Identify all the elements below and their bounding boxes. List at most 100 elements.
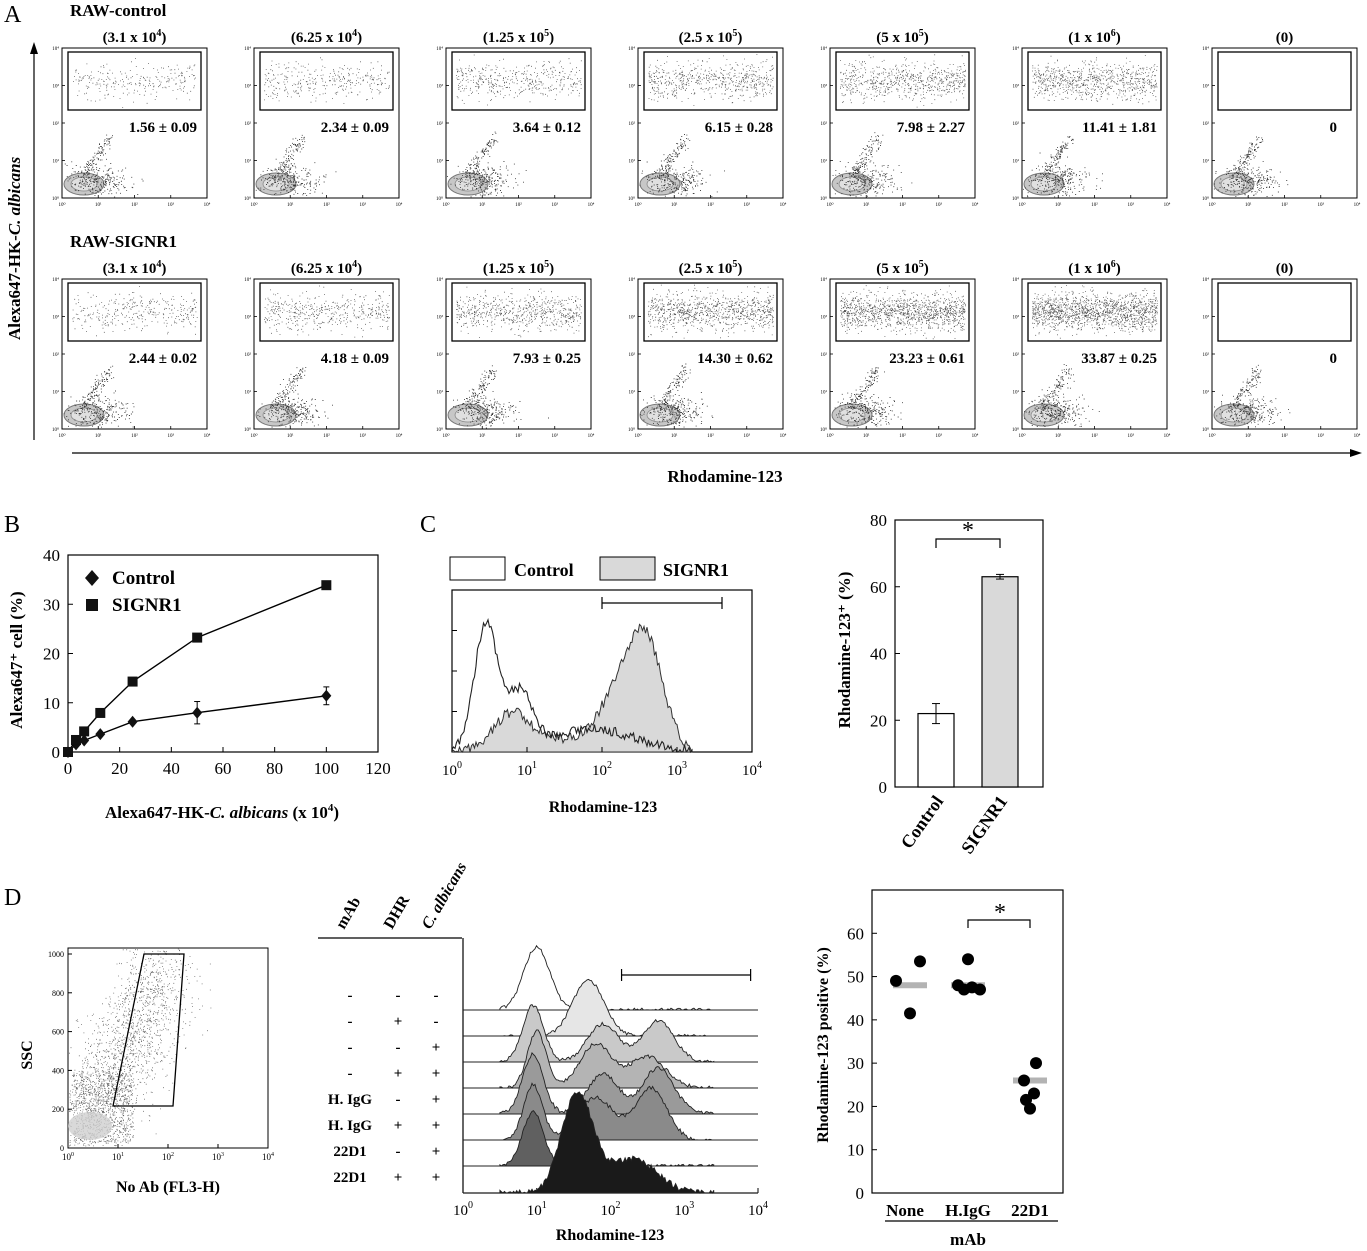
x-tick-label: 10²	[323, 433, 330, 439]
x-tick-label: 10²	[1281, 202, 1288, 208]
y-tick-label: 10⁰	[436, 196, 443, 202]
y-tick-label: 10³	[821, 84, 828, 90]
d-scatter-category-label: None	[886, 1201, 924, 1220]
dose-label: (6.25 x 104)	[291, 28, 362, 46]
gate-events	[648, 54, 774, 106]
d-dot-y-tick-label: 800	[52, 989, 64, 998]
d-table-cell: +	[432, 1118, 441, 1134]
x-tick-label: 10²	[131, 433, 138, 439]
c-bar-y-tick-label: 60	[870, 578, 887, 597]
x-tick-label: 10²	[1091, 433, 1098, 439]
y-tick-label: 10⁰	[52, 427, 59, 433]
d-table-cell: +	[394, 1066, 403, 1082]
gate-percentage: 4.18 ± 0.09	[321, 351, 389, 367]
population-dots	[64, 134, 144, 198]
y-tick-label: 10²	[821, 352, 828, 358]
y-tick-label: 10¹	[1203, 159, 1210, 165]
c-bar-y-label: Rhodamine-123⁺ (%)	[835, 572, 854, 729]
gate-percentage: 11.41 ± 1.81	[1082, 120, 1157, 136]
c-significance-bracket	[935, 538, 1001, 548]
y-tick-label: 10³	[1013, 84, 1020, 90]
c-hist-x-tick-label: 103	[667, 760, 687, 779]
gate-percentage: 23.23 ± 0.61	[889, 351, 965, 367]
d-scatter-y-tick-label: 40	[847, 1011, 864, 1030]
y-tick-label: 10⁴	[244, 277, 251, 283]
d-significance-star: *	[994, 900, 1006, 926]
gate-box	[1217, 51, 1352, 111]
gate-box	[835, 282, 970, 342]
x-tick-label: 10³	[1128, 202, 1135, 208]
y-tick-label: 10¹	[629, 390, 636, 396]
y-tick-label: 10³	[53, 315, 60, 321]
gate-percentage: 0	[1330, 120, 1338, 136]
d-dot-y-tick-label: 600	[52, 1028, 64, 1037]
x-tick-label: 10⁰	[250, 202, 257, 208]
d-dot-dense-region	[68, 1112, 112, 1140]
x-tick-label: 10⁰	[634, 202, 641, 208]
gate-percentage: 7.93 ± 0.25	[513, 351, 581, 367]
d-table-cell: -	[348, 1066, 353, 1082]
d-dot-y-tick-label: 400	[52, 1066, 64, 1075]
population-contour-inner	[838, 176, 866, 192]
x-tick-label: 10⁴	[588, 433, 595, 439]
gate-percentage: 1.56 ± 0.09	[129, 120, 197, 136]
panel-c-letter: C	[420, 512, 436, 538]
population-dots	[834, 367, 903, 429]
x-tick-label: 10⁴	[1164, 202, 1171, 208]
b-point-signr1	[95, 707, 106, 718]
x-tick-label: 10⁰	[1208, 202, 1215, 208]
y-tick-label: 10⁴	[1202, 277, 1209, 283]
x-tick-label: 10²	[707, 433, 714, 439]
d-table-cell: +	[394, 1170, 403, 1186]
d-hist-x-tick-label: 103	[674, 1200, 694, 1219]
gate-percentage: 2.34 ± 0.09	[321, 120, 389, 136]
b-point-signr1	[79, 726, 90, 737]
x-tick-label: 10³	[1318, 202, 1325, 208]
x-tick-label: 10³	[168, 433, 175, 439]
c-legend-label-control: Control	[514, 560, 574, 580]
gate-percentage: 33.87 ± 0.25	[1081, 351, 1157, 367]
dose-label: (3.1 x 104)	[103, 259, 167, 277]
gate-percentage: 2.44 ± 0.02	[129, 351, 197, 367]
y-tick-label: 10⁰	[1012, 427, 1019, 433]
b-point-signr1	[321, 580, 332, 591]
c-significance-star: *	[962, 518, 974, 544]
b-y-tick-label: 0	[52, 743, 61, 762]
gate-events	[264, 285, 390, 338]
x-tick-label: 10⁰	[826, 202, 833, 208]
d-scatter-category-label: 22D1	[1011, 1201, 1049, 1220]
x-tick-label: 10⁰	[58, 202, 65, 208]
c-bar-y-tick-label: 40	[870, 645, 887, 664]
y-tick-label: 10¹	[821, 159, 828, 165]
population-dots	[639, 134, 725, 197]
b-series-line-signr1	[67, 584, 327, 753]
y-tick-label: 10⁴	[1202, 46, 1209, 52]
population-contour-inner	[262, 176, 290, 192]
d-histogram-8	[499, 1091, 715, 1194]
y-tick-label: 10⁰	[1202, 196, 1209, 202]
d-table-cell: -	[396, 1144, 401, 1160]
y-tick-label: 10²	[629, 121, 636, 127]
y-tick-label: 10²	[629, 352, 636, 358]
x-tick-label: 10²	[515, 433, 522, 439]
d-scatter-point	[974, 983, 986, 996]
d-table-cell: +	[432, 1040, 441, 1056]
gate-box	[259, 51, 394, 111]
gate-box	[643, 51, 778, 111]
x-tick-label: 10⁰	[250, 433, 257, 439]
gate-box	[451, 51, 586, 111]
d-dot-x-tick-label: 101	[112, 1152, 124, 1162]
x-tick-label: 10²	[707, 202, 714, 208]
d-condition-table: mAb DHR C. albicans - - - - + - - - + - + + H. IgG - + H. …	[318, 860, 470, 1186]
d-scatter-point	[1024, 1102, 1036, 1115]
x-tick-label: 10²	[515, 202, 522, 208]
d-table-cell: 22D1	[333, 1144, 366, 1160]
gate-box	[835, 51, 970, 111]
x-tick-label: 10⁴	[204, 202, 211, 208]
b-point-signr1	[127, 676, 138, 687]
y-tick-label: 10⁰	[52, 196, 59, 202]
y-tick-label: 10²	[53, 121, 60, 127]
y-tick-label: 10¹	[821, 390, 828, 396]
x-tick-label: 10⁴	[204, 433, 211, 439]
x-tick-label: 10³	[360, 433, 367, 439]
